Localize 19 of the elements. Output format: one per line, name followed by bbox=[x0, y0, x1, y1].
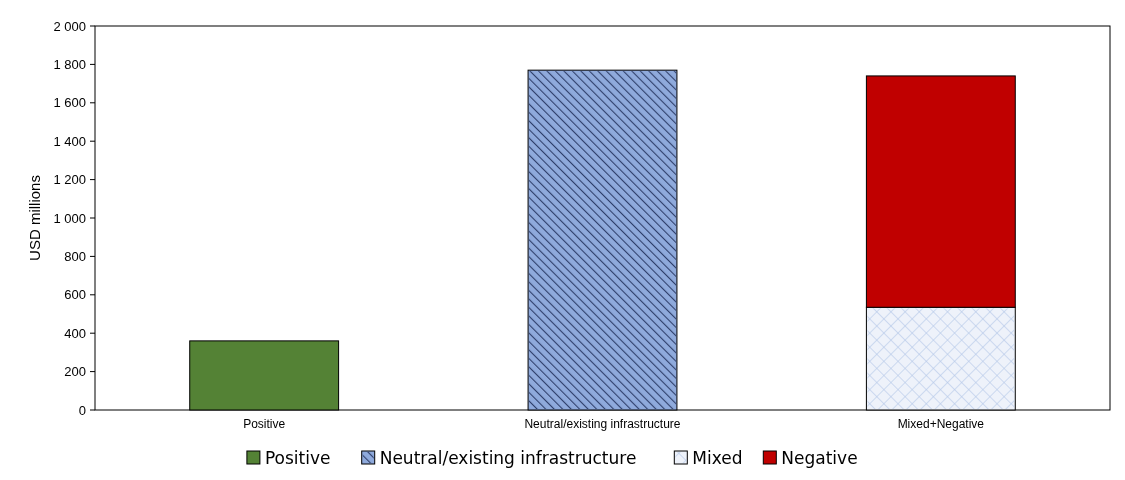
legend-label: Negative bbox=[781, 448, 858, 468]
y-tick-label: 1 200 bbox=[53, 172, 86, 188]
y-tick-label: 200 bbox=[64, 364, 86, 380]
legend-label: Positive bbox=[264, 448, 331, 468]
y-tick-label: 800 bbox=[64, 248, 86, 264]
legend-label: Neutral/existing infrastructure bbox=[379, 448, 637, 468]
x-tick-label: Mixed+Negative bbox=[897, 417, 985, 431]
y-tick-label: 2 000 bbox=[53, 18, 86, 34]
y-tick-label: 400 bbox=[64, 325, 86, 341]
y-axis-title: USD millions bbox=[26, 175, 43, 261]
x-tick-label: Positive bbox=[243, 417, 286, 431]
legend-label: Mixed bbox=[692, 448, 743, 468]
y-tick-label: 1 000 bbox=[53, 210, 86, 226]
y-tick-label: 1 800 bbox=[53, 56, 86, 72]
y-tick-label: 1 600 bbox=[53, 95, 86, 111]
y-tick-label: 0 bbox=[78, 402, 86, 418]
x-tick-label: Neutral/existing infrastructure bbox=[524, 417, 681, 431]
y-tick-label: 1 400 bbox=[53, 133, 86, 149]
y-tick-label: 600 bbox=[64, 287, 86, 303]
